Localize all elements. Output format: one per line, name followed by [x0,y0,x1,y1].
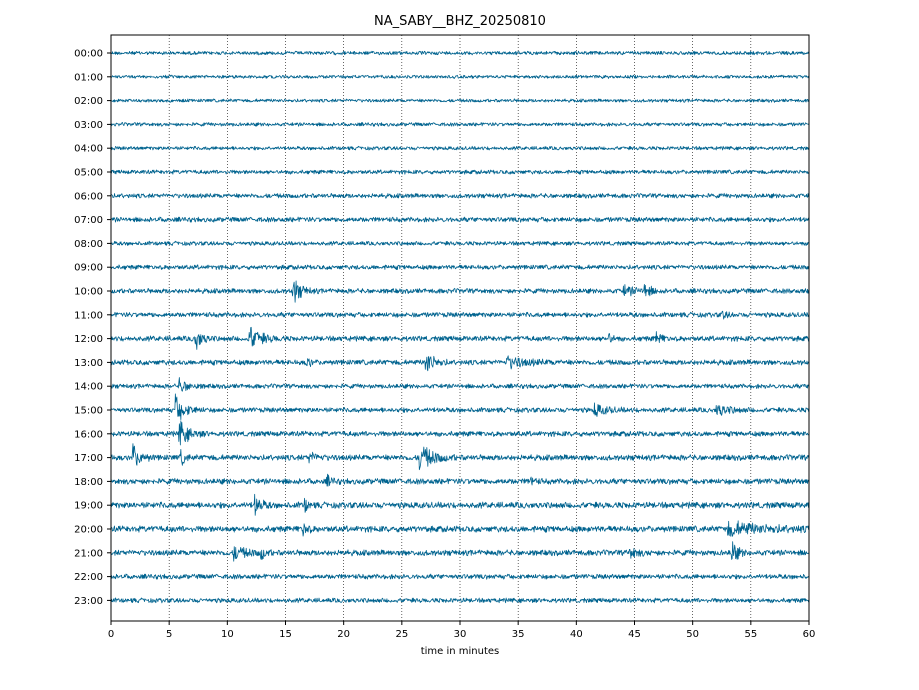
trace-20-00 [110,520,810,537]
y-axis: 00:00 01:00 02:00 03:00 04:00 05:00 06:00 07:00… [74,49,111,607]
trace-21-00 [110,541,810,562]
y-tick-label-19-00: 19:00 [74,501,103,512]
trace-06-00 [110,192,810,199]
y-tick-label-15-00: 15:00 [74,406,103,417]
x-tick-label-10: 10 [221,629,234,640]
x-tick-label-55: 55 [744,629,757,640]
trace-00-00 [110,50,810,56]
y-tick-label-01-00: 01:00 [74,72,103,83]
y-tick-label-00-00: 00:00 [74,49,103,60]
y-tick-label-23-00: 23:00 [74,596,103,607]
trace-14-00 [110,377,810,392]
trace-15-00 [110,393,810,421]
x-tick-label-30: 30 [454,629,467,640]
trace-01-00 [110,74,810,79]
y-tick-label-02-00: 02:00 [74,96,103,107]
x-tick-label-40: 40 [570,629,583,640]
trace-13-00 [110,355,810,372]
trace-18-00 [110,473,810,487]
x-tick-label-60: 60 [803,629,816,640]
x-tick-label-50: 50 [686,629,699,640]
trace-17-00 [110,443,810,471]
x-axis-label: time in minutes [421,646,500,657]
y-tick-label-12-00: 12:00 [74,334,103,345]
trace-22-00 [110,573,810,580]
trace-07-00 [110,216,810,223]
y-tick-label-17-00: 17:00 [74,453,103,464]
y-tick-label-04-00: 04:00 [74,144,103,155]
y-tick-label-06-00: 06:00 [74,191,103,202]
y-tick-label-21-00: 21:00 [74,548,103,559]
trace-03-00 [110,122,810,127]
x-tick-label-25: 25 [395,629,408,640]
trace-05-00 [110,169,810,175]
y-tick-label-05-00: 05:00 [74,168,103,179]
y-tick-label-07-00: 07:00 [74,215,103,226]
y-tick-label-03-00: 03:00 [74,120,103,131]
x-tick-label-20: 20 [337,629,350,640]
trace-11-00 [110,310,810,320]
chart-title: NA_SABY__BHZ_20250810 [374,14,546,29]
x-tick-label-5: 5 [166,629,172,640]
y-tick-label-20-00: 20:00 [74,525,103,536]
trace-04-00 [110,145,810,151]
trace-08-00 [110,240,810,246]
y-tick-label-22-00: 22:00 [74,572,103,583]
x-tick-label-15: 15 [279,629,292,640]
trace-16-00 [110,420,810,446]
x-tick-label-45: 45 [628,629,641,640]
y-tick-label-16-00: 16:00 [74,429,103,440]
trace-10-00 [110,280,810,303]
y-tick-label-18-00: 18:00 [74,477,103,488]
y-tick-label-08-00: 08:00 [74,239,103,250]
x-axis: 0 5 10 15 20 25 30 35 40 45 50 55 60 [108,621,816,640]
trace-23-00 [110,597,810,604]
y-tick-label-09-00: 09:00 [74,263,103,274]
x-tick-label-0: 0 [108,629,114,640]
trace-09-00 [110,264,810,271]
x-tick-label-35: 35 [512,629,525,640]
trace-12-00 [110,326,810,350]
y-tick-label-10-00: 10:00 [74,287,103,298]
y-tick-label-11-00: 11:00 [74,310,103,321]
y-tick-label-13-00: 13:00 [74,358,103,369]
trace-02-00 [110,98,810,103]
trace-19-00 [110,493,810,516]
trace-layer [110,50,810,604]
y-tick-label-14-00: 14:00 [74,382,103,393]
